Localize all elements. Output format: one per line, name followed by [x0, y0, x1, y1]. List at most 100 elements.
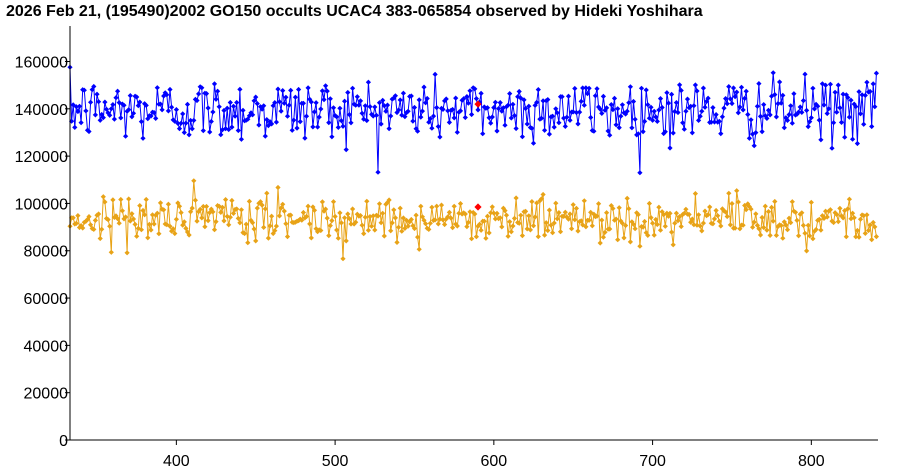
data-point	[323, 83, 329, 89]
data-point	[538, 196, 545, 202]
data-point	[808, 199, 814, 205]
data-point	[650, 220, 656, 226]
data-point	[119, 208, 125, 214]
data-point	[429, 204, 435, 210]
data-point	[770, 70, 776, 76]
data-point	[618, 218, 624, 224]
data-point	[303, 113, 310, 119]
data-point	[570, 202, 576, 208]
data-point	[599, 110, 605, 116]
data-point	[311, 109, 318, 115]
data-point	[748, 117, 754, 123]
data-point	[646, 115, 652, 121]
series-layer	[67, 64, 879, 262]
data-point	[491, 210, 497, 216]
data-point	[808, 115, 814, 121]
data-point	[280, 88, 286, 94]
data-point	[656, 107, 662, 113]
data-point	[405, 223, 411, 229]
data-point	[799, 210, 805, 216]
data-point	[734, 188, 740, 194]
data-point	[608, 203, 614, 209]
data-point	[265, 123, 271, 129]
data-point	[76, 224, 83, 231]
data-point	[126, 107, 132, 113]
data-point	[540, 98, 546, 104]
data-point	[443, 96, 449, 102]
data-point	[519, 134, 525, 140]
data-point	[121, 102, 127, 108]
data-point	[107, 112, 113, 118]
data-point	[832, 89, 838, 95]
data-point	[299, 217, 305, 223]
data-point	[437, 216, 443, 222]
data-point	[551, 220, 557, 226]
data-point	[757, 113, 764, 119]
data-point	[864, 79, 870, 85]
data-point	[753, 130, 759, 136]
data-point	[216, 104, 222, 110]
data-point	[864, 212, 870, 218]
data-point	[324, 88, 330, 94]
data-point	[107, 223, 113, 229]
highlight-point	[474, 203, 482, 211]
data-point	[391, 95, 397, 101]
data-point	[713, 112, 719, 118]
data-point	[191, 178, 197, 184]
data-point	[870, 81, 876, 87]
data-point	[294, 125, 300, 131]
data-point	[732, 225, 738, 231]
data-point	[759, 129, 765, 135]
data-point	[615, 237, 621, 243]
data-point	[472, 211, 478, 217]
data-point	[176, 126, 183, 132]
data-point	[292, 94, 298, 100]
data-point	[642, 218, 648, 225]
data-point	[673, 210, 679, 216]
data-point	[827, 81, 833, 87]
data-point	[483, 235, 489, 241]
data-point	[746, 135, 752, 141]
data-point	[481, 218, 487, 224]
data-point	[283, 94, 289, 100]
x-tick-label: 800	[798, 453, 825, 470]
data-point	[673, 100, 679, 106]
data-point	[535, 87, 541, 93]
data-point	[496, 106, 502, 112]
data-point	[499, 224, 505, 230]
data-point	[659, 104, 665, 111]
data-point	[596, 104, 602, 110]
data-point	[178, 210, 184, 216]
data-point	[386, 197, 392, 203]
data-point	[827, 207, 833, 213]
data-point	[578, 98, 584, 104]
data-point	[604, 210, 610, 216]
data-point	[492, 216, 498, 222]
data-point	[723, 96, 729, 102]
data-point	[583, 224, 589, 230]
data-point	[310, 124, 316, 130]
data-point	[653, 114, 659, 120]
data-point	[218, 209, 224, 215]
data-point	[445, 108, 451, 114]
data-point	[453, 95, 459, 101]
data-point	[375, 169, 381, 175]
data-point	[513, 195, 519, 201]
data-point	[770, 218, 776, 224]
data-point	[315, 124, 321, 130]
data-point	[654, 118, 660, 124]
data-point	[419, 108, 425, 114]
data-point	[359, 110, 365, 116]
data-point	[540, 191, 546, 198]
data-point	[784, 227, 791, 233]
data-point	[157, 101, 164, 107]
data-point	[624, 195, 630, 201]
data-point	[699, 108, 705, 114]
data-point	[330, 105, 337, 111]
data-point	[240, 107, 246, 113]
data-point	[797, 104, 803, 110]
data-point	[804, 107, 810, 113]
data-point	[745, 111, 751, 118]
data-point	[276, 213, 283, 219]
data-point	[305, 203, 311, 209]
